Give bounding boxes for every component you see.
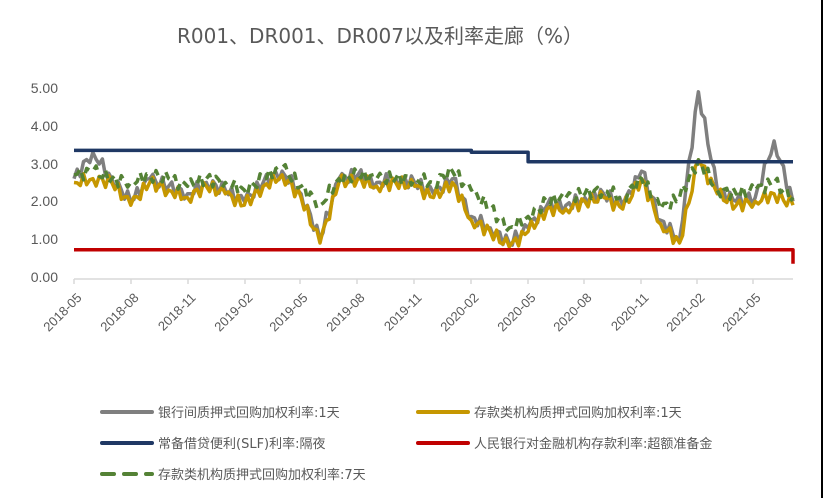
legend-item-dr007: 存款类机构质押式回购加权利率:7天	[100, 464, 366, 483]
x-axis	[73, 278, 793, 284]
legend-label: 常备借贷便利(SLF)利率:隔夜	[158, 437, 326, 452]
legend-label: 银行间质押式回购加权利率:1天	[158, 406, 340, 421]
legend-label: 存款类机构质押式回购加权利率:1天	[474, 406, 682, 421]
y-tick: 2.00	[30, 193, 58, 209]
series-line	[73, 158, 795, 249]
chart-title: R001、DR001、DR007以及利率走廊（%）	[176, 24, 583, 48]
legend-item-r001: 银行间质押式回购加权利率:1天	[100, 402, 340, 421]
frame-border	[821, 0, 823, 498]
series-line	[73, 158, 795, 234]
y-tick: 1.00	[30, 231, 58, 247]
legend-label: 存款类机构质押式回购加权利率:7天	[158, 468, 366, 483]
y-tick: 4.00	[30, 118, 58, 134]
y-tick: 3.00	[30, 156, 58, 172]
legend-dashed-line-icon	[100, 468, 154, 480]
legend-line-icon	[416, 437, 470, 449]
legend-line-icon	[416, 406, 470, 418]
legend-item-excess-reserve: 人民银行对金融机构存款利率:超额准备金	[416, 433, 712, 452]
legend-line-icon	[100, 406, 154, 418]
legend-item-slf: 常备借贷便利(SLF)利率:隔夜	[100, 433, 326, 452]
series-line	[74, 248, 795, 264]
y-tick: 5.00	[30, 80, 58, 96]
series-lines	[72, 90, 795, 264]
legend-label: 人民银行对金融机构存款利率:超额准备金	[474, 437, 713, 452]
legend-line-icon	[100, 437, 154, 449]
legend-item-dr001: 存款类机构质押式回购加权利率:1天	[416, 402, 682, 421]
y-tick: 0.00	[30, 269, 58, 285]
series-line	[74, 148, 793, 164]
